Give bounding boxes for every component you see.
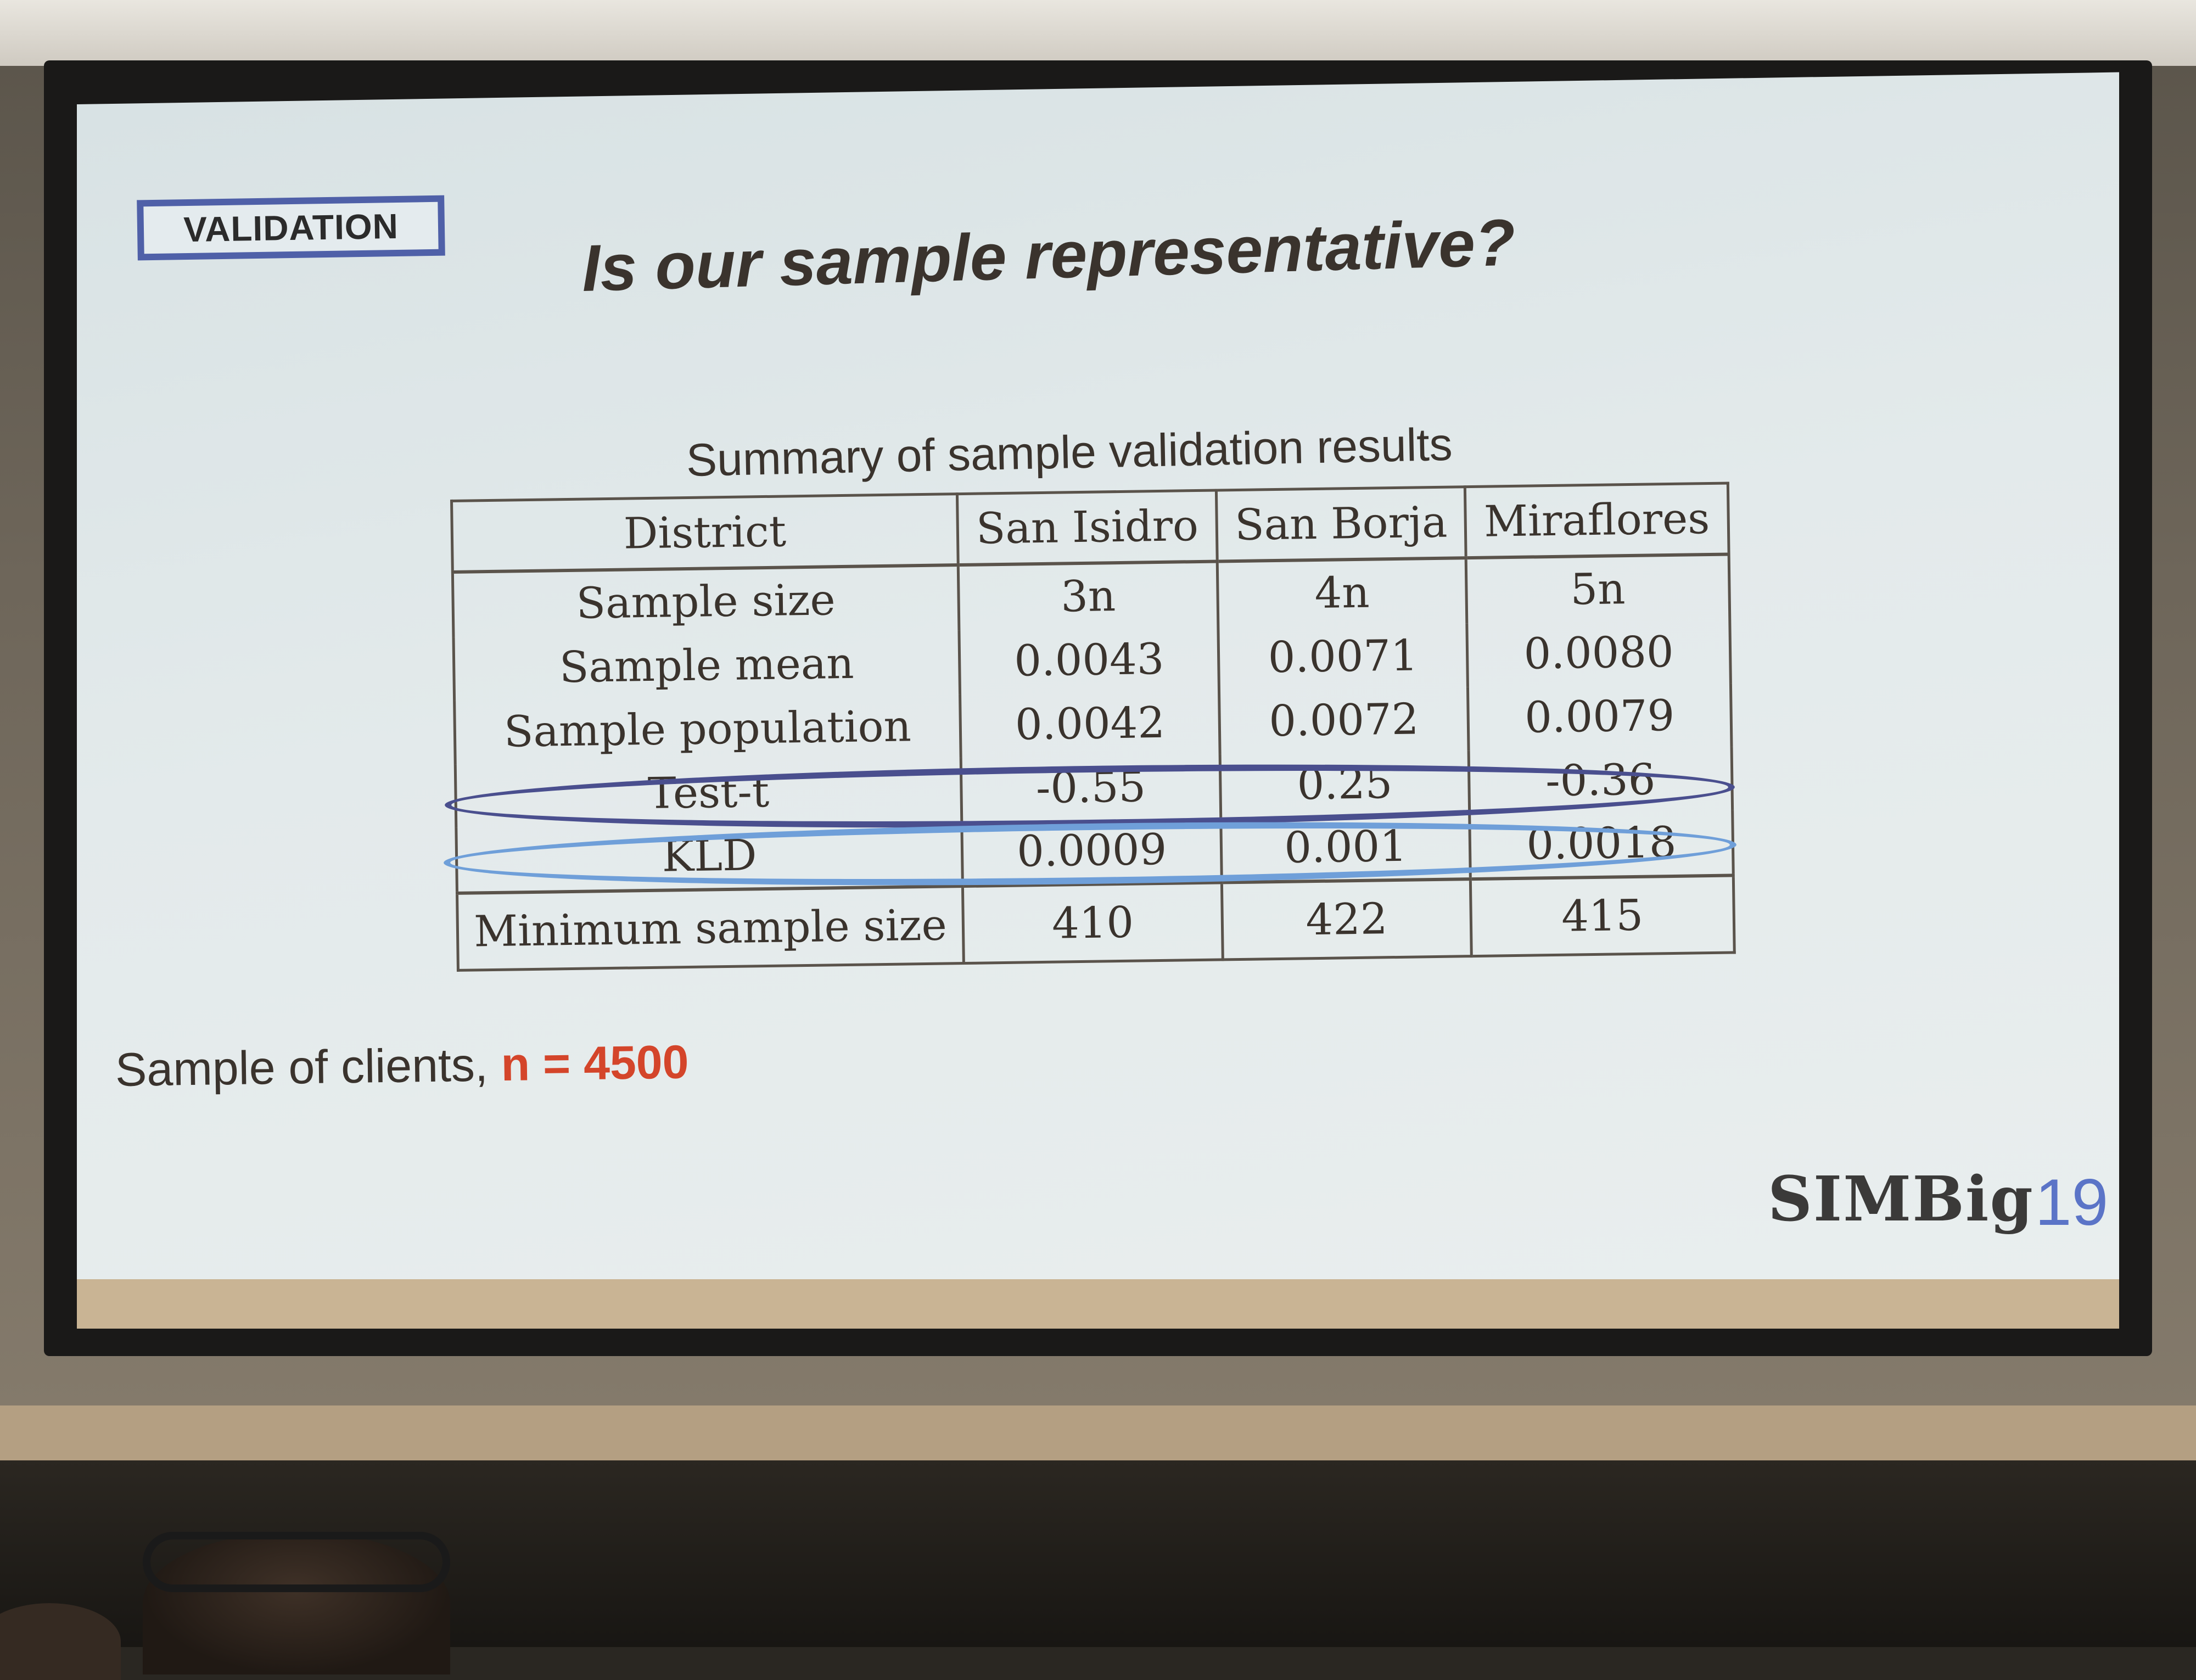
results-table: District San Isidro San Borja Miraflores… <box>450 481 1736 971</box>
logo-text: SIMBig <box>1768 1163 2034 1235</box>
section-tag-label: VALIDATION <box>183 206 399 250</box>
table-row-label: Sample size <box>452 565 959 638</box>
table-cell: 0.0043 <box>959 626 1219 694</box>
table-row-label: Sample population <box>454 693 961 765</box>
table-header-cell: San Borja <box>1216 486 1466 562</box>
table-row-label: Sample mean <box>453 630 960 701</box>
section-tag: VALIDATION <box>137 195 445 261</box>
table-header-cell: Miraflores <box>1465 483 1729 558</box>
conference-logo: SIMBig 19 <box>1768 1153 2108 1235</box>
table-cell: 5n <box>1466 554 1730 624</box>
table-header-cell: San Isidro <box>957 490 1218 565</box>
table-cell: 0.0080 <box>1466 619 1731 687</box>
sample-note: Sample of clients, n = 4500 <box>115 1034 774 1097</box>
results-table-container: District San Isidro San Borja Miraflores… <box>450 481 1736 982</box>
sunglasses <box>143 1532 450 1592</box>
table-cell: 0.0071 <box>1218 623 1468 691</box>
logo-year: 19 <box>2035 1166 2109 1239</box>
table-cell: 0.0072 <box>1219 687 1469 754</box>
sample-note-value: n = 4500 <box>500 1035 690 1091</box>
table-cell: 410 <box>962 882 1223 964</box>
table-row-label: Minimum sample size <box>457 886 964 971</box>
sample-note-prefix: Sample of clients, <box>115 1038 502 1096</box>
table-cell: 0.0079 <box>1467 683 1732 751</box>
table-cell: 4n <box>1217 558 1467 627</box>
table-header-cell: District <box>451 494 959 573</box>
table-cell: 422 <box>1222 879 1472 960</box>
table-cell: 0.0042 <box>960 690 1220 758</box>
screen-bottom-band <box>77 1279 2119 1329</box>
table-cell: 3n <box>958 561 1219 631</box>
table-cell: 415 <box>1470 875 1735 956</box>
ceiling <box>0 0 2196 66</box>
